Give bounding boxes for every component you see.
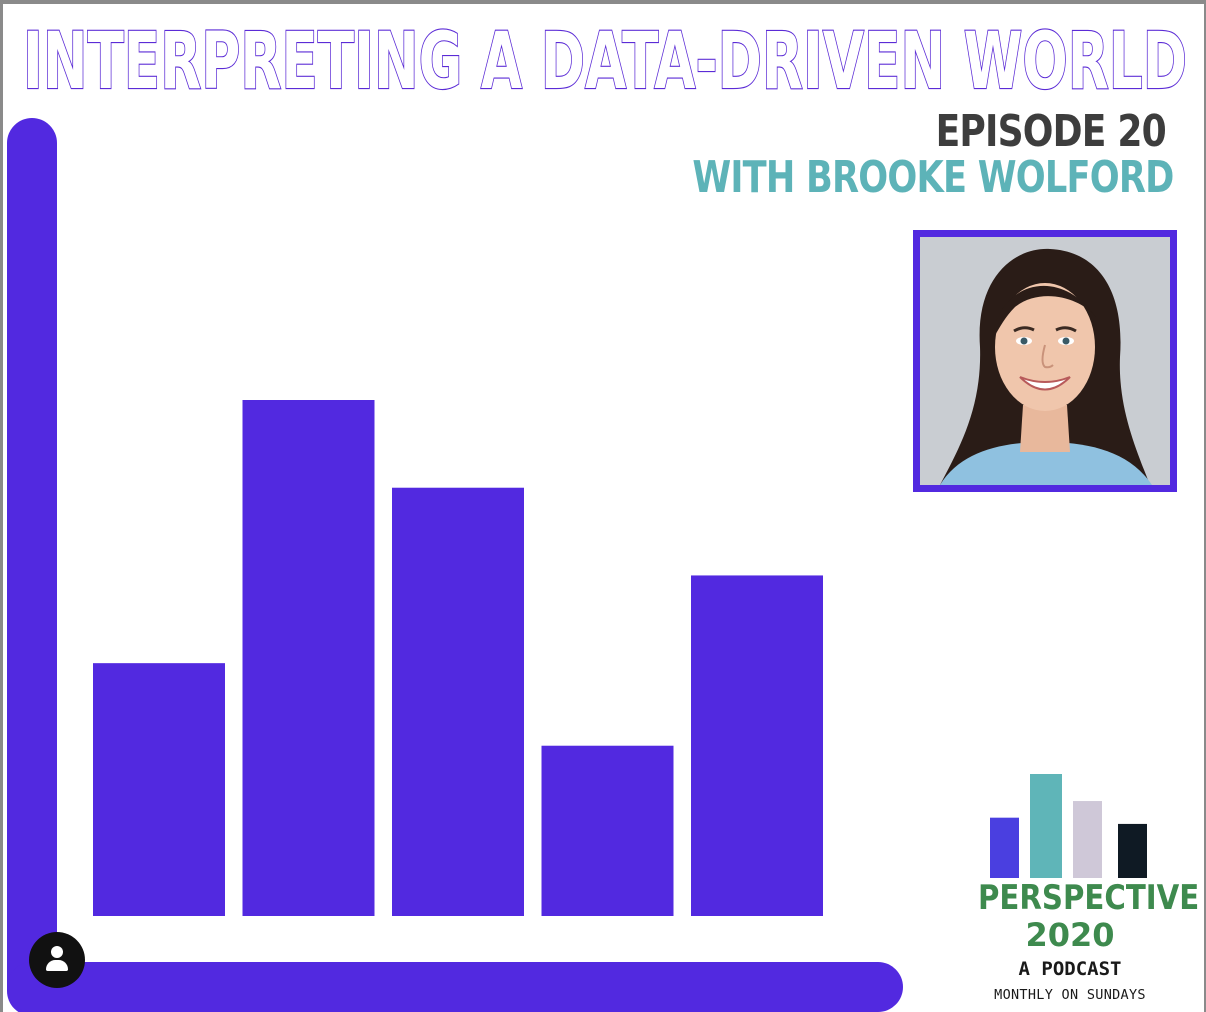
episode-title-text: INTERPRETING A DATA-DRIVEN WORLD [23,17,1187,104]
y-axis-line [7,118,57,1012]
logo-bar-3 [1073,801,1102,878]
user-profile-icon[interactable] [29,932,85,988]
chart-bar-4 [541,745,674,916]
chart-bar-2 [242,400,375,916]
chart-bar-1 [93,663,225,916]
profile-head-shape [51,946,63,958]
logo-bars-icon [990,774,1147,878]
guest-portrait [913,230,1177,492]
bar-chart [7,118,903,1012]
chart-bar-3 [392,487,524,916]
chart-bar-5 [691,575,823,916]
logo-bar-2 [1030,774,1062,878]
logo-subtitle: A PODCAST [1018,958,1122,980]
logo-bar-1 [990,817,1019,878]
episode-title: INTERPRETING A DATA-DRIVEN WORLD [22,16,1188,104]
portrait-photo-icon [920,237,1170,485]
podcast-logo: PERSPECTIVE 2020 A PODCAST MONTHLY ON SU… [963,764,1200,1012]
profile-body-shape [46,960,68,971]
x-axis-line [7,962,903,1012]
logo-bar-4 [1118,823,1147,878]
episode-number: EPISODE 20 [935,106,1167,157]
logo-name: PERSPECTIVE [977,878,1200,918]
logo-year: 2020 [1025,916,1115,954]
guest-name: WITH BROOKE WOLFORD [692,152,1175,203]
bar-chart-bars [93,400,823,916]
logo-schedule: MONTHLY ON SUNDAYS [994,987,1146,1003]
